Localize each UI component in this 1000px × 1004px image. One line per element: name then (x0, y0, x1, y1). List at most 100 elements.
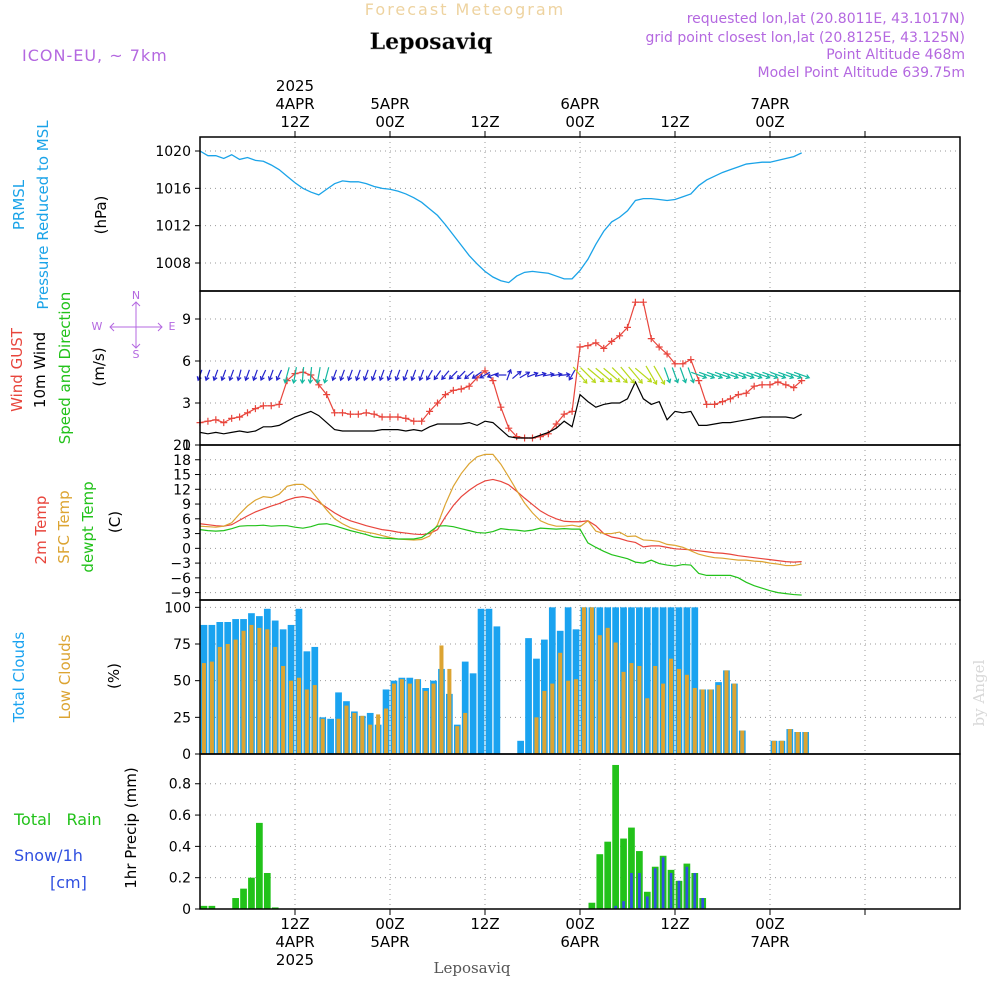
low-cloud-bar (566, 680, 571, 754)
wind-arrow (663, 367, 671, 383)
wind-arrow (387, 369, 393, 381)
y-tick-label: 9 (182, 497, 191, 513)
rain-bar (263, 872, 271, 909)
precip-panel-labels: Total Rain Snow/1h [cm] 1hr Precip (mm) (13, 767, 140, 892)
low-cloud-bar (779, 740, 784, 754)
low-cloud-bar (550, 683, 555, 754)
time-label-bottom: 6APR (560, 933, 599, 951)
gust-marker (465, 382, 473, 390)
y-tick-label: 6 (182, 512, 191, 528)
wind-arrow-head (591, 378, 597, 384)
wind-arrow (786, 371, 802, 379)
y-tick-label: 75 (173, 637, 191, 653)
low-cloud-bar (542, 690, 547, 754)
wind-arrow-head (725, 374, 732, 380)
wind-arrow (363, 369, 369, 381)
total-cloud-bar (327, 718, 334, 754)
wind-arrow (441, 370, 450, 380)
wind-arrow (411, 369, 417, 381)
wind-speed-dir-label: Speed and Direction (56, 292, 74, 445)
wind-arrow-head (494, 372, 500, 378)
wind-arrow (309, 366, 313, 384)
y-tick-label: 0 (182, 747, 191, 763)
low-cloud-bar (296, 677, 301, 754)
y-tick-label: 1008 (155, 256, 191, 272)
gust-marker (457, 385, 465, 393)
total-cloud-bar (485, 608, 493, 754)
gust-marker (608, 337, 616, 345)
wind-arrow (595, 367, 613, 383)
gust-marker (505, 424, 513, 432)
wind-arrow (568, 369, 576, 381)
wind-arrow (355, 369, 361, 381)
low-cloud-bar (795, 732, 800, 754)
low-cloud-bar (320, 718, 325, 754)
snow-label: Snow/1h (14, 846, 83, 865)
time-label-bottom: 7APR (750, 933, 789, 951)
gust-marker (378, 413, 386, 421)
time-ticks (294, 131, 866, 915)
wind-arrow-head (525, 371, 531, 377)
gust-marker (758, 381, 766, 389)
temp-sfc-label: SFC Temp (55, 490, 73, 563)
low-cloud-bar (684, 674, 689, 754)
wind-arrow-head (582, 378, 588, 384)
wind-arrow (371, 369, 377, 381)
time-label-bottom: 00Z (565, 915, 594, 933)
low-cloud-bar (304, 689, 309, 754)
y-tick-label: 12 (173, 482, 191, 498)
low-cloud-bar (217, 646, 222, 754)
y-tick-label: −9 (170, 586, 191, 602)
wind-arrow-head (741, 374, 747, 380)
wind-arrow-head (607, 377, 613, 383)
low-cloud-bar (415, 679, 420, 754)
gust-marker (671, 360, 679, 368)
gust-marker (687, 356, 695, 364)
wind-arrow (611, 367, 628, 383)
low-cloud-bar (273, 646, 278, 754)
low-cloud-bar (407, 683, 412, 754)
wind-arrow (301, 366, 305, 384)
low-cloud-bar (558, 652, 563, 754)
wind-arrow-head (204, 376, 210, 382)
y-tick-label: 3 (182, 396, 191, 412)
low-cloud-bar (629, 663, 634, 754)
wind-arrow (706, 371, 723, 379)
time-label-bottom: 12Z (660, 915, 689, 933)
low-clouds-label: Low Clouds (56, 634, 74, 719)
snow-bar (693, 872, 697, 909)
wind-arrow (620, 366, 635, 384)
wind-arrow-head (267, 376, 273, 382)
wind-arrow-head (733, 374, 739, 380)
compass-west: W (92, 320, 103, 333)
low-cloud-bar (574, 679, 579, 754)
gust-marker (434, 399, 441, 407)
wind-arrow-head (299, 379, 306, 385)
wind-arrow (691, 371, 707, 379)
point-altitude: Point Altitude 468m (826, 47, 965, 63)
time-label-top: 2025 (276, 77, 314, 95)
total-cloud-bar (493, 626, 501, 754)
wind-arrow (542, 373, 554, 377)
wind-arrow-head (236, 376, 242, 382)
wind-arrow (347, 369, 353, 381)
model-label: ICON-EU, ~ 7km (22, 46, 168, 65)
y-tick-label: 15 (173, 468, 191, 484)
low-cloud-bar (637, 666, 642, 754)
snow-bar (661, 857, 665, 909)
rain-bar (588, 902, 596, 909)
gust-marker (402, 414, 410, 422)
compass-east: E (169, 320, 176, 333)
wind-arrow-head (315, 378, 321, 384)
wind-arrow (260, 369, 267, 381)
gust-marker (315, 381, 323, 389)
gust-marker (354, 410, 362, 418)
low-cloud-bar (581, 607, 586, 754)
pressure-msl-label: Pressure Reduced to MSL (34, 120, 52, 310)
low-cloud-bar (209, 661, 214, 754)
wind-arrow (714, 371, 731, 379)
wind-arrow (793, 371, 810, 379)
gust-marker (766, 381, 774, 389)
